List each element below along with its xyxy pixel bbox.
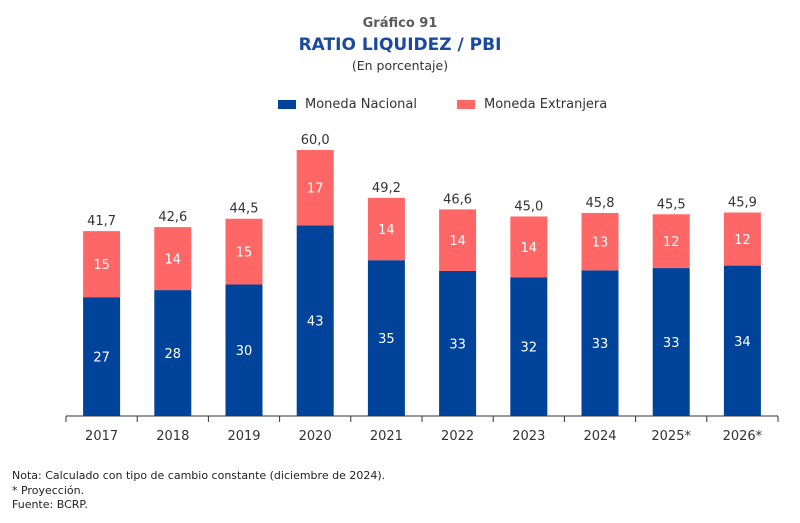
total-label: 45,8 xyxy=(586,196,615,211)
data-label-moneda-extranjera: 14 xyxy=(378,223,395,238)
x-tick-label: 2017 xyxy=(85,429,118,444)
data-label-moneda-extranjera: 17 xyxy=(307,182,324,197)
bar-moneda-extranjera-2020 xyxy=(296,150,334,226)
bar-moneda-extranjera-2022 xyxy=(439,209,477,271)
note-text: Nota: Calculado con tipo de cambio const… xyxy=(12,469,386,482)
source-note: Fuente: BCRP. xyxy=(12,498,88,511)
bar-moneda-nacional-2026 xyxy=(723,265,761,416)
chart-unit: (En porcentaje) xyxy=(351,58,449,73)
total-label: 45,0 xyxy=(514,200,543,215)
notes: Nota: Calculado con tipo de cambio const… xyxy=(12,469,385,513)
data-label-moneda-extranjera: 13 xyxy=(592,236,609,251)
total-label: 44,5 xyxy=(230,202,259,217)
bar-moneda-extranjera-2019 xyxy=(225,218,263,285)
legend-swatch-moneda-nacional xyxy=(278,100,296,109)
bar-moneda-nacional-2024 xyxy=(581,270,619,416)
data-label-moneda-extranjera: 14 xyxy=(449,234,466,249)
bar-moneda-extranjera-2023 xyxy=(510,216,548,278)
bar-moneda-extranjera-2018 xyxy=(154,227,192,291)
bar-moneda-nacional-2020 xyxy=(296,225,334,416)
data-label-moneda-nacional: 35 xyxy=(378,332,395,347)
bar-moneda-extranjera-2017 xyxy=(83,231,121,298)
data-label-moneda-extranjera: 12 xyxy=(734,233,751,248)
bar-moneda-extranjera-2024 xyxy=(581,212,619,271)
data-label-moneda-nacional: 32 xyxy=(521,341,538,356)
bar-moneda-nacional-2018 xyxy=(154,290,192,416)
x-tick-label: 2021 xyxy=(370,429,403,444)
x-tick-label: 2020 xyxy=(299,429,332,444)
data-label-moneda-nacional: 33 xyxy=(663,336,680,351)
bar-moneda-nacional-2017 xyxy=(83,297,121,416)
data-label-moneda-nacional: 33 xyxy=(592,337,609,352)
total-label: 42,6 xyxy=(158,210,187,225)
x-tick-label: 2024 xyxy=(583,429,616,444)
chart-number: Gráfico 91 xyxy=(362,16,438,31)
data-label-moneda-extranjera: 14 xyxy=(165,253,182,268)
total-label: 49,2 xyxy=(372,181,401,196)
data-label-moneda-nacional: 34 xyxy=(734,335,751,350)
total-label: 41,7 xyxy=(87,214,116,229)
data-label-moneda-extranjera: 14 xyxy=(521,241,538,256)
data-label-moneda-nacional: 30 xyxy=(236,344,253,359)
data-label-moneda-nacional: 43 xyxy=(307,315,324,330)
x-tick-label: 2023 xyxy=(512,429,545,444)
chart-title: RATIO LIQUIDEZ / PBI xyxy=(298,35,502,55)
legend-label-moneda-extranjera: Moneda Extranjera xyxy=(484,97,608,112)
legend-swatch-moneda-extranjera xyxy=(457,100,475,109)
legend-label-moneda-nacional: Moneda Nacional xyxy=(305,97,417,112)
bar-moneda-extranjera-2021 xyxy=(367,197,405,261)
x-tick-label: 2025* xyxy=(651,429,691,444)
total-label: 60,0 xyxy=(301,133,330,148)
legend-item-moneda-nacional: Moneda Nacional xyxy=(278,97,417,112)
bar-moneda-nacional-2022 xyxy=(439,270,477,416)
x-tick-label: 2022 xyxy=(441,429,474,444)
bar-moneda-nacional-2023 xyxy=(510,277,548,416)
x-tick-label: 2026* xyxy=(723,429,763,444)
total-label: 45,9 xyxy=(728,196,757,211)
bar-moneda-nacional-2021 xyxy=(367,260,405,416)
data-label-moneda-extranjera: 12 xyxy=(663,235,680,250)
projection-note: * Proyección. xyxy=(12,483,85,497)
data-label-moneda-nacional: 28 xyxy=(165,347,182,362)
legend-item-moneda-extranjera: Moneda Extranjera xyxy=(457,97,607,112)
x-tick-label: 2019 xyxy=(227,429,260,444)
bar-moneda-nacional-2025 xyxy=(652,268,690,416)
bar-moneda-nacional-2019 xyxy=(225,284,263,416)
x-tick-label: 2018 xyxy=(156,429,189,444)
total-label: 45,5 xyxy=(657,197,686,212)
legend: Moneda Nacional Moneda Extranjera xyxy=(0,97,800,117)
bar-moneda-extranjera-2026 xyxy=(723,212,761,266)
data-label-moneda-extranjera: 15 xyxy=(236,246,253,261)
data-label-moneda-nacional: 27 xyxy=(93,351,110,366)
data-label-moneda-extranjera: 15 xyxy=(93,258,110,273)
total-label: 46,6 xyxy=(443,192,472,207)
data-label-moneda-nacional: 33 xyxy=(449,337,466,352)
bar-moneda-extranjera-2025 xyxy=(652,214,690,269)
